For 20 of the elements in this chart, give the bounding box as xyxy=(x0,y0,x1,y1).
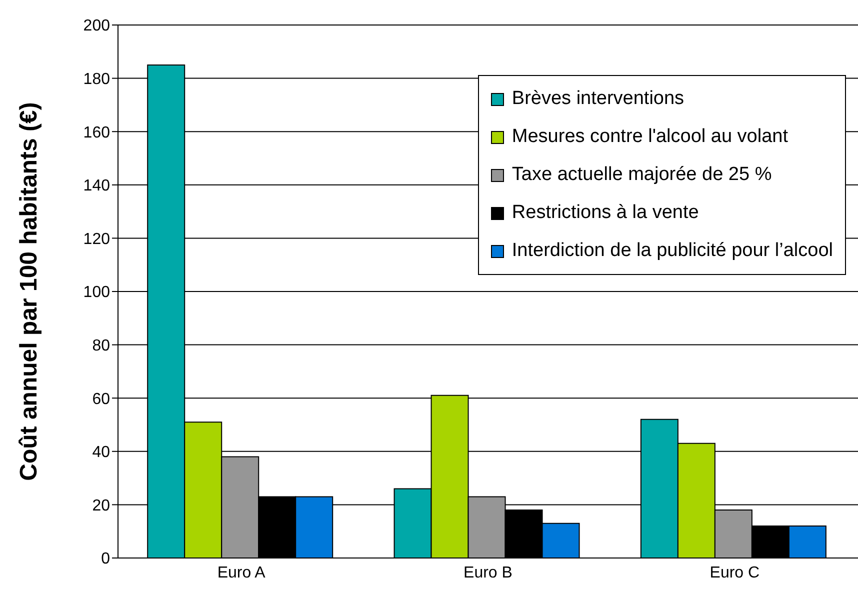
x-tick-label: Euro C xyxy=(710,564,760,582)
y-tick-label: 140 xyxy=(83,178,110,195)
y-tick-label: 200 xyxy=(83,18,110,35)
y-tick-label: 80 xyxy=(92,337,110,354)
y-tick-label: 0 xyxy=(101,550,110,568)
x-tick-label: Euro A xyxy=(217,564,266,582)
legend-label: Brèves interventions xyxy=(512,88,684,110)
y-tick-label: 40 xyxy=(92,444,110,462)
legend-label: Restrictions à la vente xyxy=(512,202,699,224)
y-tick-label: 120 xyxy=(83,230,110,248)
y-tick-label: 180 xyxy=(83,70,110,88)
y-tick-label: 100 xyxy=(83,284,110,302)
legend-label: Mesures contre l'alcool au volant xyxy=(512,126,788,148)
x-tick-label: Euro B xyxy=(464,564,512,582)
y-tick-label: 20 xyxy=(92,497,110,514)
y-axis-title: Coût annuel par 100 habitants (€) xyxy=(16,102,43,481)
legend-label: Taxe actuelle majorée de 25 % xyxy=(512,164,772,186)
y-tick-label: 60 xyxy=(92,390,110,408)
y-tick-label: 160 xyxy=(83,124,110,142)
legend-label: Interdiction de la publicité pour l’alcool xyxy=(512,240,833,262)
